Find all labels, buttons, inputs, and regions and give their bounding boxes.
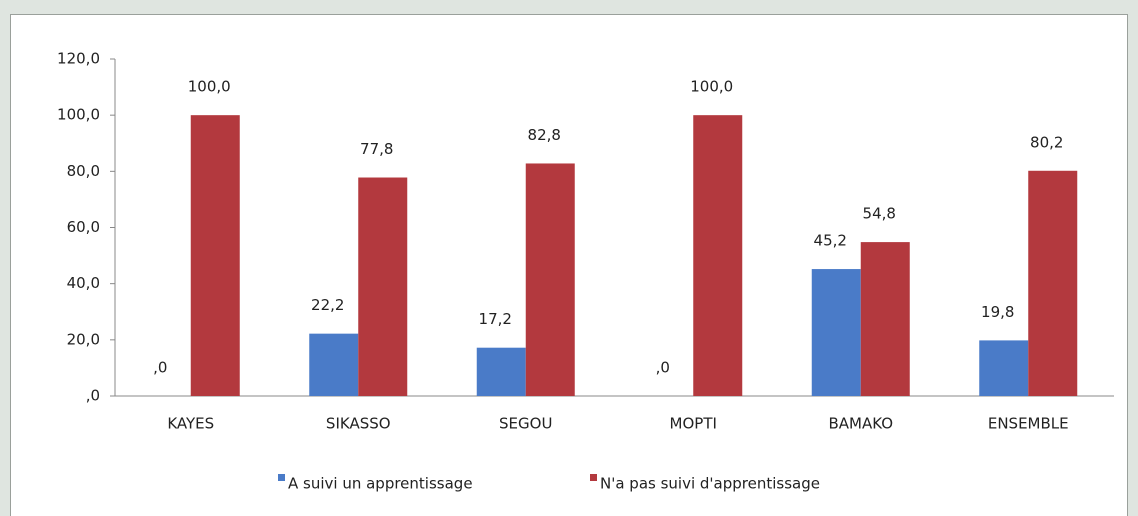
y-tick-label: 60,0 [67,218,100,236]
y-tick-label: 120,0 [57,50,100,68]
x-tick-label: KAYES [167,415,214,433]
x-tick-label: MOPTI [670,415,717,433]
legend-label: N'a pas suivi d'apprentissage [600,475,820,493]
y-tick-label: ,0 [86,387,100,405]
y-tick-label: 80,0 [67,162,100,180]
bar [860,242,910,396]
value-label: 19,8 [981,303,1014,321]
bar [476,347,526,396]
value-label: 54,8 [863,205,896,223]
value-label: 17,2 [479,310,512,328]
value-label: 100,0 [690,78,733,96]
bar [309,333,359,396]
bar [979,340,1029,396]
bar [811,269,861,396]
y-tick-label: 40,0 [67,274,100,292]
value-label: 77,8 [360,140,393,158]
value-label: 22,2 [311,296,344,314]
y-tick-label: 20,0 [67,330,100,348]
legend-swatch [590,474,597,481]
bar [693,115,743,397]
bar [525,163,575,396]
x-tick-label: SEGOU [499,415,552,433]
legend-label: A suivi un apprentissage [288,475,473,493]
x-tick-label: BAMAKO [828,415,893,433]
value-label: 100,0 [188,78,231,96]
value-label: 80,2 [1030,133,1063,151]
bar [358,177,408,396]
x-tick-label: ENSEMBLE [988,415,1069,433]
value-label: ,0 [656,359,670,377]
x-tick-label: SIKASSO [326,415,391,433]
legend-swatch [278,474,285,481]
bar [1028,170,1078,396]
value-label: ,0 [153,359,167,377]
y-tick-label: 100,0 [57,106,100,124]
value-label: 82,8 [528,126,561,144]
bar [190,115,240,397]
value-label: 45,2 [814,232,847,250]
